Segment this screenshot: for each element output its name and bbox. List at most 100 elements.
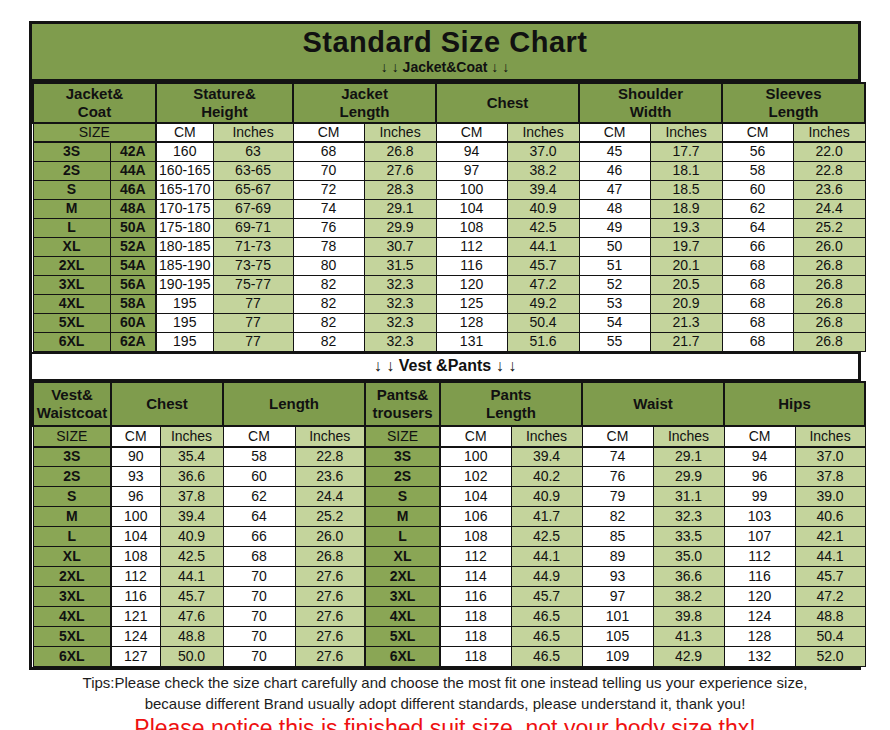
measurement-cell: 70 <box>223 607 295 627</box>
measurement-cell: 104 <box>440 487 511 507</box>
measurement-cell: 185-190 <box>156 256 213 275</box>
units-inches-label: Inches <box>650 123 722 142</box>
measurement-cell: 112 <box>111 567 160 587</box>
measurement-cell: 118 <box>440 627 511 647</box>
measurement-cell: 64 <box>722 218 793 237</box>
size-label-cell: L <box>33 527 111 547</box>
measurement-cell: 68 <box>223 547 295 567</box>
measurement-cell: 53 <box>579 294 650 313</box>
size-label-cell: M <box>33 507 111 527</box>
size-label-cell: L <box>365 527 440 547</box>
size-row: XL10842.56826.8XL11244.18935.011244.1 <box>33 547 865 567</box>
measurement-cell: 28.3 <box>364 180 436 199</box>
measurement-cell: 19.7 <box>650 237 722 256</box>
measurement-cell: 26.8 <box>793 275 865 294</box>
measurement-cell: 50.4 <box>795 627 865 647</box>
measurement-cell: 52.0 <box>795 647 865 667</box>
units-cm-label: CM <box>436 123 507 142</box>
measurement-cell: 44.1 <box>160 567 223 587</box>
measurement-cell: 72 <box>293 180 364 199</box>
size-chart-sheet: Standard Size Chart ↓ ↓ Jacket&Coat ↓ ↓ … <box>29 21 861 670</box>
measurement-cell: 68 <box>722 313 793 332</box>
size-label-cell: 6XL <box>33 332 110 351</box>
size-row: XL52A180-18571-737830.711244.15019.76626… <box>33 237 865 256</box>
jacket-coat-banner: ↓ ↓ Jacket&Coat ↓ ↓ <box>32 59 858 75</box>
size-label-cell: XL <box>365 547 440 567</box>
measurement-cell: 47.2 <box>795 587 865 607</box>
measurement-cell: 127 <box>111 647 160 667</box>
measurement-cell: 74 <box>582 447 653 467</box>
units-inches-label: Inches <box>653 426 724 447</box>
measurement-cell: 82 <box>293 332 364 351</box>
measurement-cell: 103 <box>724 507 795 527</box>
size-row: 5XL12448.87027.65XL11846.510541.312850.4 <box>33 627 865 647</box>
size-row: L50A175-18069-717629.910842.54919.36425.… <box>33 218 865 237</box>
measurement-cell: 44.1 <box>795 547 865 567</box>
measurement-cell: 32.3 <box>364 332 436 351</box>
measurement-cell: 20.9 <box>650 294 722 313</box>
measurement-cell: 44.1 <box>507 237 579 256</box>
measurement-cell: 21.3 <box>650 313 722 332</box>
header-stature-height: Stature& Height <box>156 83 293 123</box>
measurement-cell: 85 <box>582 527 653 547</box>
size-row: S46A165-17065-677228.310039.44718.56023.… <box>33 180 865 199</box>
measurement-cell: 45 <box>579 142 650 161</box>
tips-line-2: because different Brand usually adopt di… <box>0 693 890 714</box>
measurement-cell: 22.0 <box>793 142 865 161</box>
measurement-cell: 45.7 <box>795 567 865 587</box>
size-label-cell: 62A <box>110 332 156 351</box>
measurement-cell: 46.5 <box>511 607 582 627</box>
size-row: 4XL12147.67027.64XL11846.510139.812448.8 <box>33 607 865 627</box>
measurement-cell: 90 <box>111 447 160 467</box>
size-label-cell: 54A <box>110 256 156 275</box>
measurement-cell: 75-77 <box>213 275 293 294</box>
measurement-cell: 35.4 <box>160 447 223 467</box>
measurement-cell: 39.4 <box>507 180 579 199</box>
measurement-cell: 160 <box>156 142 213 161</box>
size-label-cell: L <box>33 218 110 237</box>
measurement-cell: 48.8 <box>160 627 223 647</box>
measurement-cell: 20.1 <box>650 256 722 275</box>
vest-group-header-row: Vest& Waistcoat Chest Length Pants& trou… <box>33 382 865 426</box>
size-label-cell: 46A <box>110 180 156 199</box>
measurement-cell: 21.7 <box>650 332 722 351</box>
size-row: 2XL11244.17027.62XL11444.99336.611645.7 <box>33 567 865 587</box>
measurement-cell: 175-180 <box>156 218 213 237</box>
measurement-cell: 132 <box>724 647 795 667</box>
jacket-group-header-row: Jacket& Coat Stature& Height Jacket Leng… <box>33 83 865 123</box>
measurement-cell: 94 <box>436 142 507 161</box>
measurement-cell: 42.5 <box>507 218 579 237</box>
measurement-cell: 102 <box>440 467 511 487</box>
tips-line-1: Tips:Please check the size chart careful… <box>0 672 890 693</box>
measurement-cell: 170-175 <box>156 199 213 218</box>
measurement-cell: 32.3 <box>364 294 436 313</box>
measurement-cell: 82 <box>582 507 653 527</box>
measurement-cell: 120 <box>724 587 795 607</box>
size-label-cell: 5XL <box>33 627 111 647</box>
units-inches-label: Inches <box>511 426 582 447</box>
measurement-cell: 101 <box>582 607 653 627</box>
measurement-cell: 26.8 <box>295 547 365 567</box>
size-label-cell: 2XL <box>33 256 110 275</box>
measurement-cell: 47.2 <box>507 275 579 294</box>
finished-size-notice: Please notice this is finished suit size… <box>0 715 890 730</box>
measurement-cell: 46.5 <box>511 647 582 667</box>
measurement-cell: 195 <box>156 332 213 351</box>
measurement-cell: 82 <box>293 313 364 332</box>
size-label-cell: 5XL <box>33 313 110 332</box>
measurement-cell: 40.9 <box>507 199 579 218</box>
measurement-cell: 195 <box>156 294 213 313</box>
vest-pants-table: Vest& Waistcoat Chest Length Pants& trou… <box>32 381 866 668</box>
units-inches-label: Inches <box>160 426 223 447</box>
measurement-cell: 54 <box>579 313 650 332</box>
header-vest-waistcoat: Vest& Waistcoat <box>33 382 111 426</box>
measurement-cell: 160-165 <box>156 161 213 180</box>
size-label-cell: 2S <box>33 161 110 180</box>
measurement-cell: 114 <box>440 567 511 587</box>
units-cm-label: CM <box>111 426 160 447</box>
measurement-cell: 69-71 <box>213 218 293 237</box>
size-row: 3S9035.45822.83S10039.47429.19437.0 <box>33 447 865 467</box>
jacket-units-row: SIZE CM Inches CM Inches CM Inches CM In… <box>33 123 865 142</box>
measurement-cell: 108 <box>436 218 507 237</box>
measurement-cell: 25.2 <box>793 218 865 237</box>
